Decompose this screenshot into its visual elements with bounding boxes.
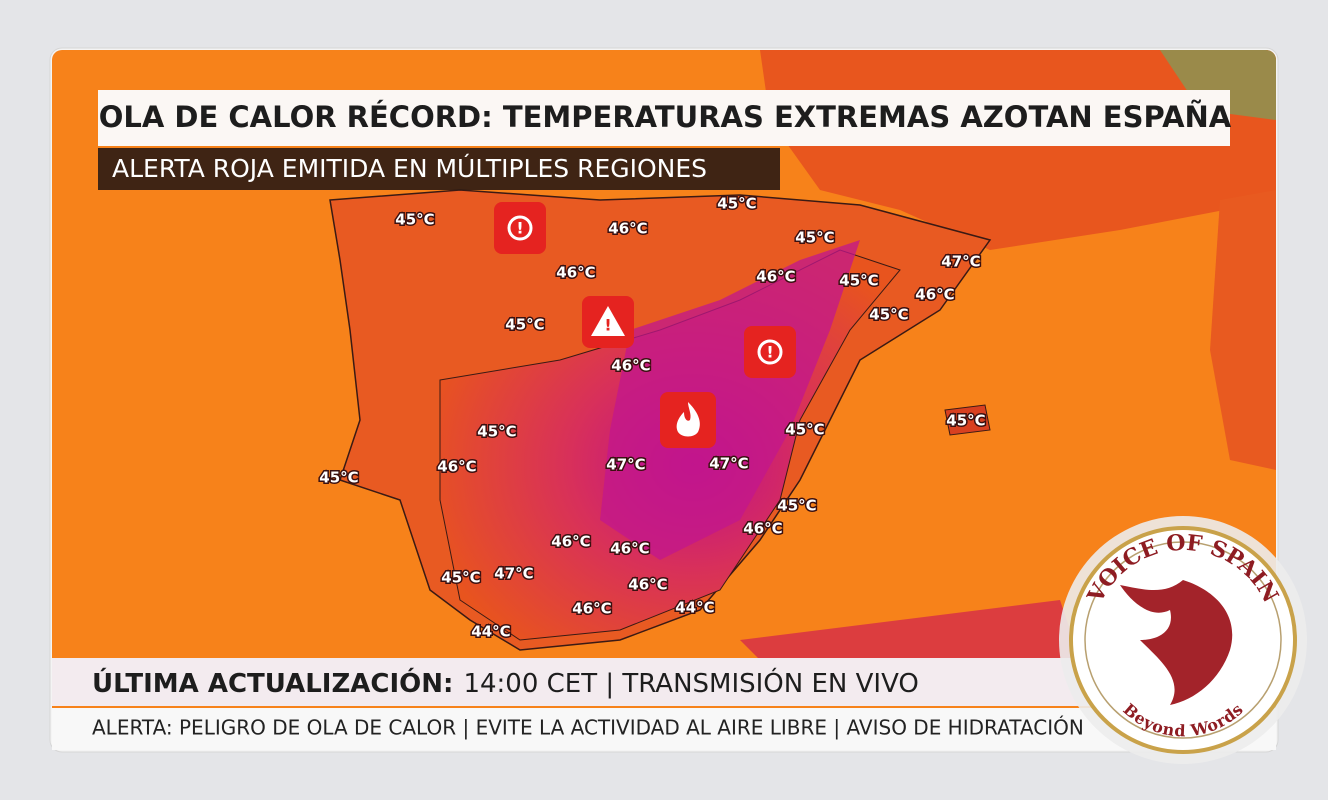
temperature-label: 46°C xyxy=(608,220,647,238)
svg-text:!: ! xyxy=(604,316,611,335)
ticker: ALERTA: PELIGRO DE OLA DE CALOR | EVITE … xyxy=(92,716,1084,740)
temperature-label: 46°C xyxy=(551,533,590,551)
temperature-label: 46°C xyxy=(610,540,649,558)
temperature-label: 45°C xyxy=(839,272,878,290)
subtitle-bar xyxy=(98,148,780,190)
temperature-labels: 45°C 46°C46°C45°C46°C45°C45°C46°C 45°C47°C… xyxy=(318,193,987,642)
temperature-label: 45°C xyxy=(869,306,908,324)
temperature-label: 45°C xyxy=(717,195,756,213)
temperature-label: 47°C xyxy=(941,253,980,271)
temperature-label: 45°C xyxy=(777,497,816,515)
temperature-label: 44°C xyxy=(675,599,714,617)
svg-text:!: ! xyxy=(516,219,523,238)
title: OLA DE CALOR RÉCORD: TEMPERATURAS EXTREM… xyxy=(99,100,1232,134)
sun-alert-icon: ! xyxy=(744,326,796,378)
logo: VOICE OF SPAIN Beyond Words xyxy=(1059,516,1307,764)
alert-icons: ! ! ! xyxy=(494,202,796,448)
sun-alert-icon: ! xyxy=(494,202,546,254)
temperature-label: 46°C xyxy=(756,268,795,286)
warning-icon: ! xyxy=(582,296,634,348)
temperature-label: 45°C xyxy=(946,412,985,430)
fire-icon xyxy=(660,392,716,448)
ticker-bar xyxy=(52,708,1276,750)
title-bar xyxy=(98,90,1230,146)
temperature-label: 46°C xyxy=(437,458,476,476)
temperature-label: 46°C xyxy=(556,264,595,282)
temperature-label: 45°C xyxy=(785,421,824,439)
update-label: ÚLTIMA ACTUALIZACIÓN: xyxy=(92,667,453,699)
temperature-label: 46°C xyxy=(572,600,611,618)
update-line: ÚLTIMA ACTUALIZACIÓN: 14:00 CET | TRANSMI… xyxy=(92,667,919,699)
temperature-label: 45°C xyxy=(441,569,480,587)
temperature-label: 45°C xyxy=(795,229,834,247)
temperature-label: 45°C xyxy=(395,211,434,229)
temperature-label: 44°C xyxy=(471,623,510,641)
temperature-label: 47°C xyxy=(709,455,748,473)
temperature-label: 47°C xyxy=(606,456,645,474)
temperature-label: 46°C xyxy=(915,286,954,304)
temperature-label: 46°C xyxy=(611,357,650,375)
update-text: 14:00 CET | TRANSMISIÓN EN VIVO xyxy=(463,667,918,699)
temperature-label: 45°C xyxy=(319,469,358,487)
temperature-label: 47°C xyxy=(494,565,533,583)
temperature-label: 45°C xyxy=(477,423,516,441)
temperature-label: 45°C xyxy=(505,316,544,334)
svg-text:!: ! xyxy=(766,343,773,362)
temperature-label: 46°C xyxy=(743,520,782,538)
temperature-label: 46°C xyxy=(628,576,667,594)
subtitle: ALERTA ROJA EMITIDA EN MÚLTIPLES REGIONE… xyxy=(112,153,707,183)
